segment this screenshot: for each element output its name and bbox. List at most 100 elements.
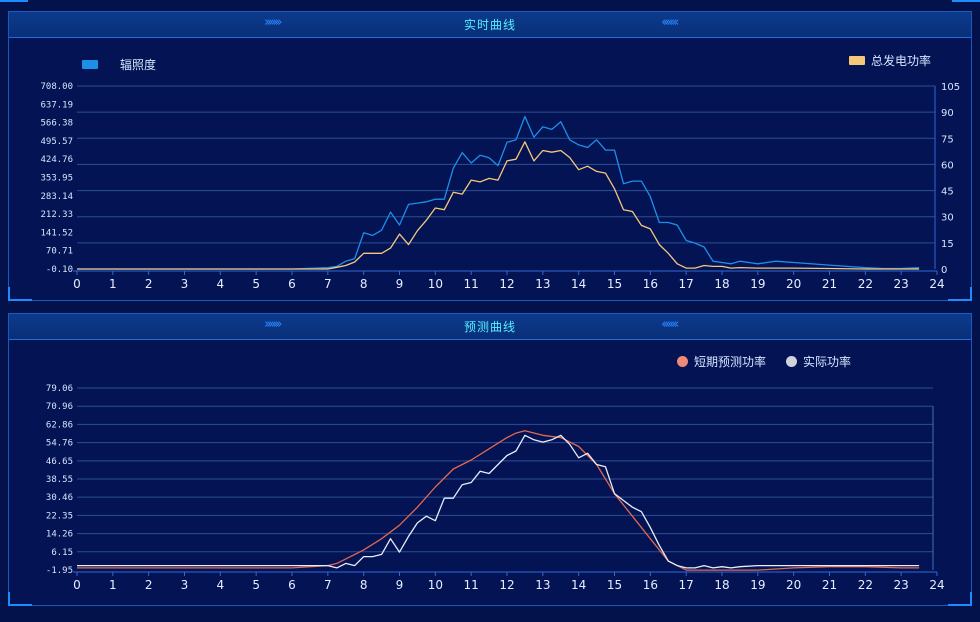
bottom-y-tick-label: 46.65 [46, 457, 73, 467]
top-y-right-tick-label: 75 [941, 134, 954, 145]
top-y-right-tick-label: 105 [941, 82, 960, 93]
bottom-x-tick-label: 13 [535, 578, 550, 592]
bottom-x-tick-label: 1 [109, 578, 117, 592]
legend-label: 实际功率 [803, 355, 852, 369]
top-x-tick-label: 16 [643, 277, 658, 291]
realtime-panel-title: 实时曲线 [463, 18, 516, 32]
top-y-right-tick-label: 60 [941, 160, 954, 171]
legend-short-term-forecast[interactable]: 短期预测功率 [677, 353, 766, 370]
top-y-left-tick-label: 141.52 [40, 228, 73, 238]
bottom-x-tick-label: 20 [786, 578, 801, 592]
top-x-tick-label: 9 [396, 277, 404, 291]
corner-decoration [0, 0, 28, 10]
forecast-curve-panel: ››››››› 预测曲线 ‹‹‹‹‹‹‹ 短期预测功率 实际功率 [8, 313, 972, 606]
top-y-right-tick-label: 0 [941, 265, 947, 276]
bottom-x-tick-label: 8 [360, 578, 368, 592]
legend-dot [677, 356, 688, 367]
bottom-x-tick-label: 11 [464, 578, 479, 592]
bottom-x-tick-label: 6 [288, 578, 296, 592]
bottom-x-tick-label: 23 [894, 578, 909, 592]
top-x-tick-label: 14 [571, 277, 586, 291]
legend-total-power[interactable]: 总发电功率 [849, 52, 931, 69]
realtime-panel-header: ››››››› 实时曲线 ‹‹‹‹‹‹‹ [9, 12, 971, 38]
bottom-x-tick-label: 12 [499, 578, 514, 592]
bottom-y-tick-label: 22.35 [46, 511, 73, 521]
bottom-x-tick-label: 3 [181, 578, 189, 592]
top-y-left-tick-label: 566.38 [40, 119, 73, 129]
top-x-tick-label: 6 [288, 277, 296, 291]
bottom-x-tick-label: 7 [324, 578, 332, 592]
top-y-left-tick-label: 212.33 [40, 210, 73, 220]
top-y-right-tick-label: 45 [941, 187, 954, 198]
legend-irradiance[interactable]: 辐照度 [82, 56, 156, 73]
forecast-panel-header: ››››››› 预测曲线 ‹‹‹‹‹‹‹ [9, 314, 971, 340]
chevrons-left-icon: ‹‹‹‹‹‹‹ [661, 317, 679, 332]
irradiance-series-line [77, 115, 920, 270]
bottom-x-tick-label: 10 [428, 578, 443, 592]
top-x-tick-label: 5 [252, 277, 260, 291]
corner-decoration [948, 592, 972, 606]
total-power-series-line [77, 141, 920, 270]
top-x-tick-label: 13 [535, 277, 550, 291]
top-y-left-tick-label: 353.95 [40, 174, 73, 184]
actual-power-series-line [77, 434, 920, 569]
bottom-x-tick-label: 19 [750, 578, 765, 592]
top-x-tick-label: 19 [750, 277, 765, 291]
top-x-tick-label: 21 [822, 277, 837, 291]
top-x-tick-label: 12 [499, 277, 514, 291]
bottom-x-tick-label: 15 [607, 578, 622, 592]
bottom-y-tick-label: 79.06 [46, 384, 73, 394]
top-x-tick-label: 18 [714, 277, 729, 291]
bottom-x-tick-label: 18 [714, 578, 729, 592]
top-x-tick-label: 24 [929, 277, 944, 291]
top-y-left-tick-label: 708.00 [40, 82, 73, 92]
bottom-x-tick-label: 14 [571, 578, 586, 592]
bottom-x-tick-label: 5 [252, 578, 260, 592]
bottom-y-tick-label: 62.86 [46, 420, 73, 430]
forecast-series-line [77, 430, 920, 571]
top-y-right-tick-label: 90 [941, 108, 954, 119]
legend-actual-power[interactable]: 实际功率 [786, 353, 851, 370]
bottom-x-tick-label: 4 [217, 578, 225, 592]
chevrons-right-icon: ››››››› [264, 317, 282, 332]
legend-label: 总发电功率 [871, 54, 932, 68]
bottom-y-tick-label: 30.46 [46, 493, 73, 503]
top-x-tick-label: 7 [324, 277, 332, 291]
bottom-x-tick-label: 22 [858, 578, 873, 592]
legend-dot [786, 356, 797, 367]
bottom-x-tick-label: 9 [396, 578, 404, 592]
top-y-right-tick-label: 15 [941, 239, 954, 250]
bottom-x-tick-label: 17 [679, 578, 694, 592]
top-x-tick-label: 17 [679, 277, 694, 291]
bottom-x-tick-label: 16 [643, 578, 658, 592]
corner-decoration [948, 287, 972, 301]
bottom-y-tick-label: -1.95 [46, 566, 73, 576]
top-x-tick-label: 20 [786, 277, 801, 291]
legend-label: 辐照度 [120, 58, 157, 72]
corner-decoration [952, 0, 980, 10]
top-x-tick-label: 22 [858, 277, 873, 291]
top-x-tick-label: 8 [360, 277, 368, 291]
top-y-right-tick-label: 30 [941, 213, 954, 224]
bottom-y-tick-label: 6.15 [51, 548, 73, 558]
bottom-x-tick-label: 21 [822, 578, 837, 592]
corner-decoration [8, 592, 32, 606]
bottom-x-tick-label: 2 [145, 578, 153, 592]
bottom-y-tick-label: 38.55 [46, 475, 73, 485]
realtime-curve-panel: ››››››› 实时曲线 ‹‹‹‹‹‹‹ 辐照度 总发电功率 [8, 11, 972, 301]
top-x-tick-label: 23 [894, 277, 909, 291]
legend-swatch [849, 56, 865, 65]
legend-swatch [82, 60, 98, 69]
corner-decoration [8, 287, 32, 301]
top-y-left-tick-label: 637.19 [40, 100, 73, 110]
bottom-x-tick-label: 24 [929, 578, 944, 592]
top-y-left-tick-label: -0.10 [46, 265, 73, 275]
bottom-x-tick-label: 0 [73, 578, 81, 592]
forecast-panel-title: 预测曲线 [463, 320, 516, 334]
top-x-tick-label: 4 [217, 277, 225, 291]
top-x-tick-label: 0 [73, 277, 81, 291]
top-x-tick-label: 15 [607, 277, 622, 291]
top-x-tick-label: 11 [464, 277, 479, 291]
bottom-y-tick-label: 14.26 [46, 530, 73, 540]
top-y-left-tick-label: 495.57 [40, 137, 73, 147]
